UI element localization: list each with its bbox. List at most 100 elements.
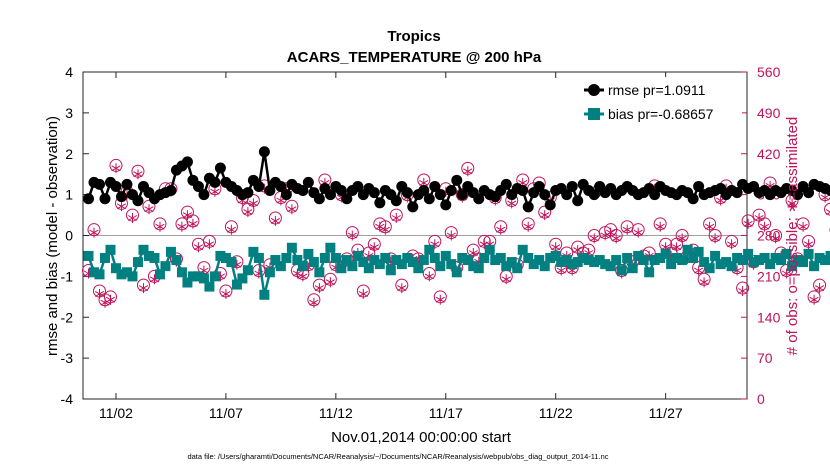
y2-tick-label: 210 — [757, 268, 781, 284]
y2-tick-label: 420 — [757, 146, 781, 162]
obs-assimilated-point — [825, 207, 830, 218]
bias-point — [798, 257, 809, 268]
bias-point — [193, 271, 204, 282]
bias-point — [149, 252, 160, 263]
bias-point — [721, 257, 732, 268]
obs-assimilated-point — [803, 239, 814, 250]
obs-assimilated-point — [226, 224, 236, 235]
x-tick-label: 11/17 — [429, 405, 463, 421]
obs-assimilated-point — [606, 227, 616, 238]
rmse-point — [390, 195, 402, 207]
obs-assimilated-point — [397, 283, 407, 294]
y2-tick-label: 70 — [757, 350, 773, 366]
obs-assimilated-point — [781, 268, 792, 279]
bias-point — [512, 263, 523, 274]
bias-point — [715, 259, 726, 270]
bias-point — [770, 252, 781, 263]
obs-assimilated-point — [435, 294, 445, 305]
y-tick-label: 4 — [65, 64, 73, 80]
obs-assimilated-point — [177, 221, 187, 232]
bias-point — [825, 250, 830, 261]
obs-assimilated-point — [754, 213, 764, 223]
rmse-point — [445, 185, 457, 197]
bias-point — [781, 248, 792, 259]
obs-assimilated-point — [677, 233, 687, 244]
rmse-point — [115, 191, 127, 203]
y2-tick-label: 140 — [757, 309, 781, 325]
rmse-point — [792, 189, 804, 201]
rmse-point — [341, 193, 353, 205]
rmse-point — [693, 180, 705, 192]
rmse-point — [258, 146, 270, 158]
y2-axis-label: # of obs: o=possible; ∗=assimilated — [784, 117, 801, 356]
bias-point — [457, 252, 468, 263]
y-tick-label: 3 — [65, 105, 73, 121]
bias-point — [803, 248, 814, 259]
rmse-point — [451, 174, 463, 186]
obs-assimilated-point — [771, 233, 781, 244]
bias-point — [198, 273, 209, 284]
obs-assimilated-point — [705, 221, 715, 232]
chart-subtitle: ACARS_TEMPERATURE @ 200 hPa — [287, 49, 542, 66]
rmse-point — [82, 193, 94, 205]
obs-assimilated-point — [496, 224, 506, 235]
legend-rmse-marker — [588, 84, 600, 96]
rmse-point — [572, 195, 584, 207]
legend-rmse-label: rmse pr=1.0911 — [608, 82, 706, 98]
legend: rmse pr=1.0911 bias pr=-0.68657 — [576, 77, 742, 127]
bias-point — [352, 250, 363, 261]
y2-tick-label: 0 — [757, 391, 765, 407]
rmse-point — [401, 187, 413, 199]
rmse-point — [539, 189, 551, 201]
bias-point — [385, 265, 396, 276]
bias-point — [336, 263, 347, 274]
bias-point — [270, 255, 281, 266]
bias-point — [484, 244, 495, 255]
bias-point — [479, 252, 490, 263]
rmse-point — [253, 180, 265, 192]
y-tick-label: -3 — [61, 350, 74, 366]
obs-assimilated-point — [446, 230, 456, 241]
bias-point — [561, 255, 572, 266]
bias-point — [209, 271, 220, 282]
obs-assimilated-point — [105, 294, 116, 305]
obs-possible-point — [824, 202, 830, 216]
bias-point — [396, 259, 407, 270]
bias-point — [127, 271, 138, 282]
obs-assimilated-point — [727, 239, 737, 250]
obs-assimilated-point — [738, 286, 748, 296]
obs-assimilated-point — [188, 218, 198, 229]
bias-point — [253, 252, 264, 263]
rmse-point — [429, 180, 441, 192]
rmse-point — [275, 180, 287, 192]
bias-point — [248, 246, 259, 257]
bias-point — [534, 255, 545, 266]
data-file-footnote: data file: /Users/gharamti/Documents/NCA… — [187, 452, 608, 461]
rmse-point — [335, 185, 347, 197]
bias-point — [440, 250, 451, 261]
bias-point — [374, 259, 385, 270]
rmse-point — [561, 189, 573, 201]
bias-point — [204, 281, 215, 292]
x-axis-label: Nov.01,2014 00:00:00 start — [331, 429, 512, 446]
obs-assimilated-point — [611, 233, 621, 244]
x-tick-label: 11/02 — [99, 405, 133, 421]
rmse-point — [566, 180, 578, 192]
bias-point — [429, 252, 440, 263]
rmse-point — [324, 189, 336, 201]
bias-point — [226, 257, 237, 268]
obs-assimilated-point — [314, 283, 324, 294]
obs-assimilated-point — [760, 221, 770, 232]
rmse-point — [423, 193, 435, 205]
bias-point — [517, 244, 528, 255]
bias-point — [220, 252, 231, 263]
obs-assimilated-point — [622, 224, 632, 235]
bias-point — [820, 255, 830, 266]
y2-tick-label: 560 — [757, 64, 781, 80]
bias-point — [594, 255, 605, 266]
bias-point — [759, 252, 770, 263]
obs-assimilated-point — [287, 204, 297, 215]
rmse-point — [731, 187, 743, 199]
obs-assimilated-point — [809, 294, 819, 305]
bias-point — [363, 263, 374, 274]
